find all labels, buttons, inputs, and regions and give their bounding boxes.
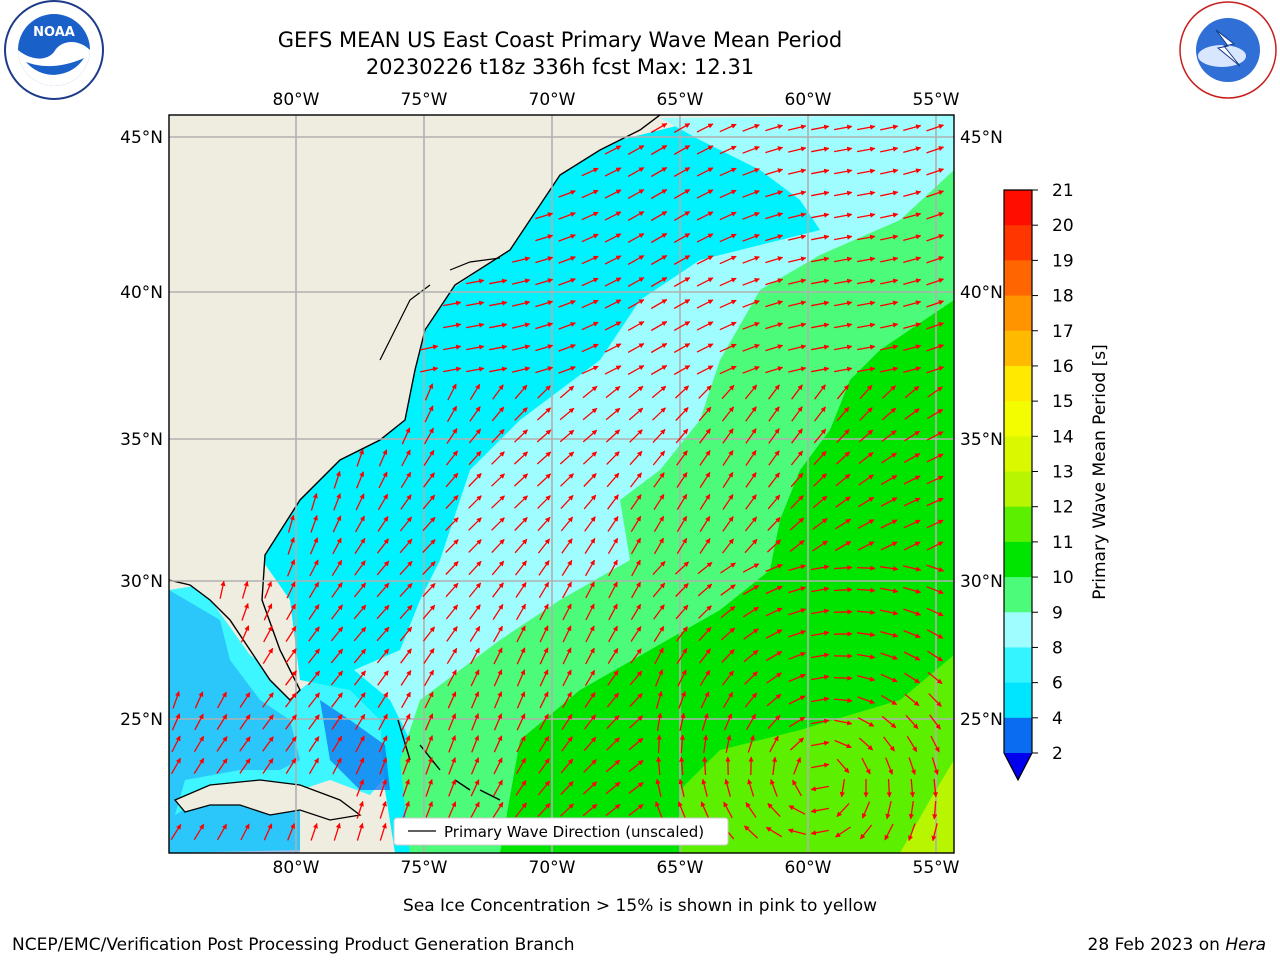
colorbar-label: Primary Wave Mean Period [s]: [1090, 344, 1110, 599]
colorbar-tick-label: 4: [1052, 709, 1063, 729]
x-tick-bottom: 70°W: [529, 858, 576, 878]
atlantic-coastline: [169, 115, 661, 701]
y-tick-right: 40°N: [960, 283, 1003, 303]
us-mainland: [169, 115, 660, 700]
colorbar-swatch: [1004, 541, 1032, 578]
colorbar-swatch: [1004, 365, 1032, 402]
y-tick-left: 45°N: [120, 128, 163, 148]
nws-logo: [1179, 1, 1277, 99]
colorbar-tick-label: 6: [1052, 674, 1063, 694]
colorbar-tick-label: 11: [1052, 533, 1074, 553]
colorbar-tick-label: 8: [1052, 638, 1063, 658]
colorbar-tick-label: 13: [1052, 463, 1074, 483]
colorbar-swatch: [1004, 612, 1032, 648]
colorbar-tick-label: 12: [1052, 498, 1074, 518]
x-tick-bottom: 65°W: [657, 858, 704, 878]
wave-direction-arrows: [170, 122, 944, 842]
colorbar-swatch: [1004, 260, 1032, 297]
y-tick-left: 40°N: [120, 283, 163, 303]
colorbar-swatch: [1004, 225, 1032, 261]
gulf-shallow-shading: [169, 590, 300, 853]
footer-date: 28 Feb 2023 on Hera: [1088, 935, 1266, 955]
x-tick-bottom: 60°W: [785, 858, 832, 878]
colorbar-swatch: [1004, 190, 1032, 226]
colorbar-extend-triangle: [1004, 753, 1032, 780]
colorbar-tick-label: 9: [1052, 603, 1063, 623]
map-subtitle: 20230226 t18z 336h fcst Max: 12.31: [365, 55, 755, 79]
x-tick-top: 80°W: [273, 90, 320, 110]
x-tick-top: 65°W: [657, 90, 704, 110]
colorbar-swatch: [1004, 436, 1032, 472]
colorbar-tick-label: 10: [1052, 568, 1074, 588]
colorbar-swatch: [1004, 295, 1032, 332]
y-tick-right: 45°N: [960, 128, 1003, 148]
colorbar-tick-label: 20: [1052, 216, 1074, 236]
colorbar-tick-label: 19: [1052, 251, 1074, 271]
colorbar-swatch: [1004, 471, 1032, 508]
map-legend: Primary Wave Direction (unscaled): [393, 817, 729, 846]
colorbar-tick-label: 17: [1052, 322, 1074, 342]
colorbar-tick-label: 2: [1052, 744, 1063, 764]
bahamas-bank: [320, 700, 390, 790]
x-tick-top: 70°W: [529, 90, 576, 110]
colorbar-tick-label: 14: [1052, 427, 1074, 447]
cuba-island: [173, 779, 362, 821]
colorbar: 2 4 6 8 9 10 11 12 13 14 15 16 17 18 19 20 21: [1003, 181, 1074, 782]
colorbar-swatch: [1004, 401, 1032, 437]
colorbar-swatch: [1004, 506, 1032, 543]
x-tick-top: 55°W: [913, 90, 960, 110]
noaa-logo: NOAA: [4, 0, 104, 100]
colorbar-swatch: [1004, 330, 1032, 367]
y-tick-right: 30°N: [960, 572, 1003, 592]
legend-label: Primary Wave Direction (unscaled): [444, 823, 704, 841]
map-title: GEFS MEAN US East Coast Primary Wave Mea…: [277, 28, 843, 52]
colorbar-tick-label: 16: [1052, 357, 1074, 377]
x-tick-bottom: 75°W: [401, 858, 448, 878]
y-tick-left: 25°N: [120, 710, 163, 730]
y-tick-left: 35°N: [120, 430, 163, 450]
y-tick-left: 30°N: [120, 572, 163, 592]
colorbar-swatch: [1004, 577, 1032, 613]
x-tick-top: 60°W: [785, 90, 832, 110]
map-frame: [168, 114, 955, 854]
y-tick-right: 35°N: [960, 430, 1003, 450]
swell-region-12-13s: [900, 760, 954, 853]
colorbar-swatch: [1004, 717, 1032, 754]
axis-tick-labels: 80°W 80°W 75°W 75°W 70°W 70°W 65°W 65°W 60°W 60°W…: [120, 90, 1003, 878]
sea-ice-caption: Sea Ice Concentration > 15% is shown in …: [403, 896, 877, 916]
map-area: [169, 115, 954, 853]
footer-organization: NCEP/EMC/Verification Post Processing Pr…: [12, 935, 575, 955]
colorbar-swatch: [1004, 647, 1032, 684]
colorbar-tick-label: 15: [1052, 392, 1074, 412]
y-tick-right: 25°N: [960, 710, 1003, 730]
x-tick-top: 75°W: [401, 90, 448, 110]
colorbar-swatch: [1004, 682, 1032, 719]
colorbar-tick-label: 21: [1052, 181, 1074, 201]
noaa-logo-text: NOAA: [33, 25, 75, 40]
colorbar-tick-label: 18: [1052, 287, 1074, 307]
x-tick-bottom: 80°W: [273, 858, 320, 878]
x-tick-bottom: 55°W: [913, 858, 960, 878]
